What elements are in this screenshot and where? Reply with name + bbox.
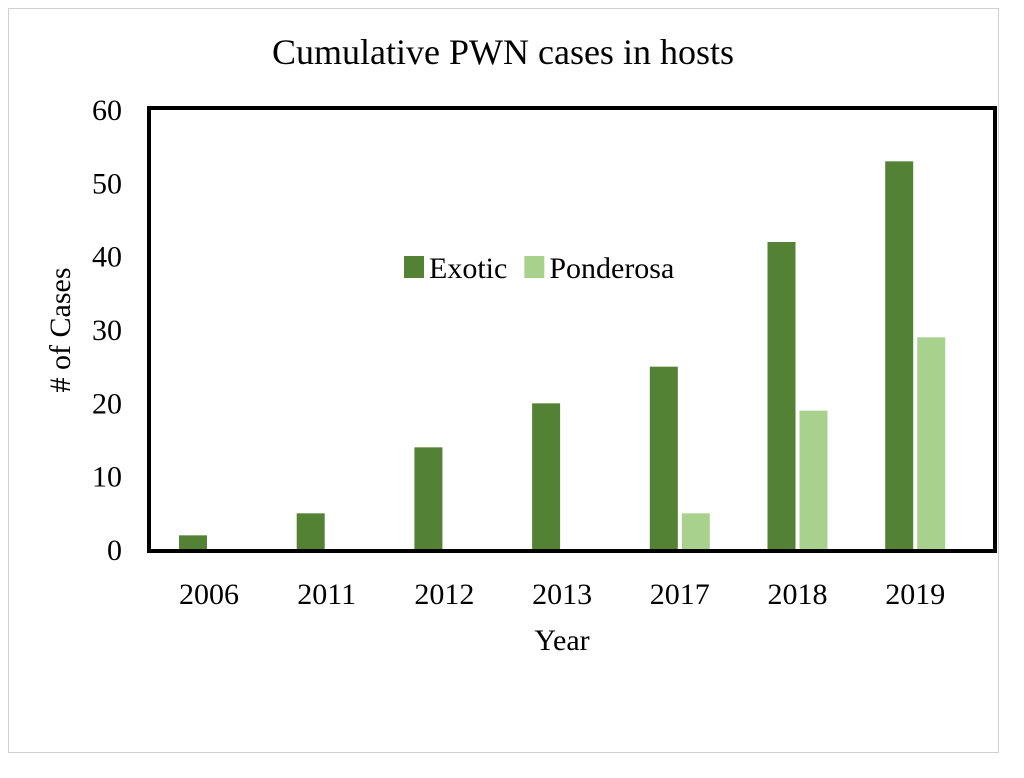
bar-exotic-2006 (179, 535, 207, 550)
y-tick-label: 60 (92, 94, 122, 127)
y-tick-label: 50 (92, 167, 122, 200)
bar-exotic-2017 (649, 366, 678, 550)
y-tick-label: 0 (107, 534, 122, 567)
x-tick-label: 2017 (650, 578, 710, 611)
bar-ponderosa-2019 (917, 337, 946, 550)
bar-exotic-2013 (532, 403, 561, 550)
y-tick-label: 10 (92, 461, 122, 494)
x-tick-label: 2006 (179, 578, 239, 611)
x-tick-label: 2011 (297, 578, 356, 611)
legend-swatch-ponderosa (524, 256, 545, 278)
legend-swatch-exotic (404, 256, 424, 278)
bar-exotic-2012 (414, 447, 443, 550)
outer-border (8, 8, 999, 753)
bar-exotic-2018 (767, 242, 796, 550)
plot-frame (147, 106, 997, 553)
y-tick-label: 40 (92, 241, 122, 274)
legend-label-ponderosa: Ponderosa (549, 252, 674, 285)
legend: Exotic Ponderosa (404, 252, 674, 285)
bar-exotic-2011 (296, 513, 325, 550)
y-axis-label: # of Cases (44, 268, 77, 393)
x-tick-label: 2012 (414, 578, 474, 611)
y-tick-label: 30 (92, 314, 122, 347)
y-tick-label: 20 (92, 387, 122, 420)
bar-ponderosa-2018 (799, 410, 828, 550)
bar-exotic-2019 (885, 161, 914, 551)
legend-label-exotic: Exotic (429, 252, 507, 285)
x-tick-label: 2018 (768, 578, 828, 611)
chart-title: Cumulative PWN cases in hosts (272, 32, 734, 72)
x-axis-label: Year (534, 624, 589, 657)
bar-ponderosa-2017 (681, 513, 710, 550)
x-tick-label: 2019 (885, 578, 945, 611)
x-tick-label: 2013 (532, 578, 592, 611)
